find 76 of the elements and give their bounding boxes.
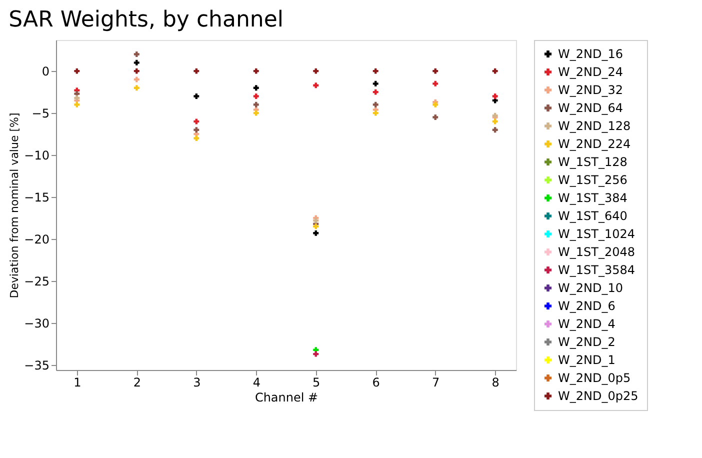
legend-label: W_2ND_16 [558, 47, 623, 61]
legend-label: W_2ND_64 [558, 101, 623, 115]
point [134, 60, 140, 66]
point [134, 68, 140, 74]
point [432, 114, 438, 120]
point [253, 85, 259, 91]
point [313, 224, 319, 230]
point [372, 110, 378, 116]
point [194, 118, 200, 124]
point [134, 52, 140, 58]
point [253, 102, 259, 108]
legend-label: W_1ST_3584 [558, 263, 635, 277]
legend-label: W_2ND_10 [558, 281, 623, 295]
legend-label: W_1ST_2048 [558, 245, 635, 259]
point [313, 68, 319, 74]
x-tick-label: 3 [193, 376, 201, 390]
point [194, 136, 200, 141]
legend-label: W_2ND_6 [558, 299, 616, 313]
point [432, 80, 438, 86]
point [492, 68, 498, 74]
point [492, 94, 498, 99]
point [253, 94, 259, 99]
x-tick-label: 2 [133, 376, 141, 390]
point [74, 68, 80, 74]
y-tick-label: −20 [24, 232, 50, 247]
point [432, 68, 438, 74]
point [492, 127, 498, 133]
point [313, 351, 319, 357]
legend-label: W_2ND_24 [558, 65, 623, 79]
y-tick-label: −35 [24, 358, 50, 372]
legend-label: W_1ST_256 [558, 173, 628, 187]
y-tick-label: −25 [24, 274, 50, 288]
x-axis-title: Channel # [254, 390, 318, 404]
y-tick-label: 0 [42, 64, 50, 79]
point [313, 218, 319, 224]
legend-label: W_2ND_2 [558, 335, 616, 349]
legend-label: W_1ST_640 [558, 209, 628, 223]
x-tick-label: 8 [492, 376, 500, 390]
y-tick-label: −10 [24, 148, 50, 163]
point [372, 80, 378, 86]
point [372, 89, 378, 95]
x-tick-label: 4 [252, 376, 260, 390]
point [134, 85, 140, 91]
x-tick-label: 5 [312, 376, 320, 390]
point [432, 102, 438, 108]
point [194, 94, 200, 99]
point [74, 95, 80, 101]
legend-label: W_1ST_1024 [558, 227, 635, 241]
x-tick-label: 1 [74, 376, 82, 390]
point [313, 230, 319, 236]
point [134, 76, 140, 82]
x-tick-label: 6 [372, 376, 380, 390]
y-tick-label: −5 [32, 106, 50, 121]
point [313, 82, 319, 88]
legend-label: W_2ND_4 [558, 317, 616, 331]
legend-label: W_2ND_224 [558, 137, 631, 151]
legend-label: W_2ND_1 [558, 353, 616, 367]
point [372, 68, 378, 74]
point [194, 127, 200, 133]
legend-label: W_1ST_384 [558, 191, 628, 205]
legend-label: W_2ND_128 [558, 119, 631, 133]
legend-label: W_2ND_0p25 [558, 389, 638, 403]
chart-title: SAR Weights, by channel [8, 8, 284, 32]
point [253, 110, 259, 116]
point [372, 102, 378, 108]
y-tick-label: −30 [24, 316, 50, 330]
point [492, 118, 498, 124]
legend-label: W_2ND_0p5 [558, 371, 631, 385]
y-axis-title: Deviation from nominal value [%] [8, 112, 22, 298]
y-tick-label: −15 [24, 190, 50, 205]
point [74, 102, 80, 108]
x-tick-label: 7 [432, 376, 440, 390]
point [253, 68, 259, 74]
legend-label: W_1ST_128 [558, 155, 628, 169]
point [194, 68, 200, 74]
legend-label: W_2ND_32 [558, 83, 623, 97]
